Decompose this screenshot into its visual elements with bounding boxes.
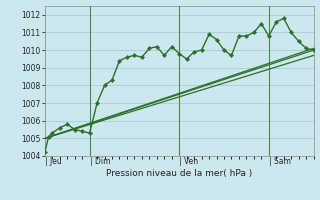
X-axis label: Pression niveau de la mer( hPa ): Pression niveau de la mer( hPa ) (106, 169, 252, 178)
